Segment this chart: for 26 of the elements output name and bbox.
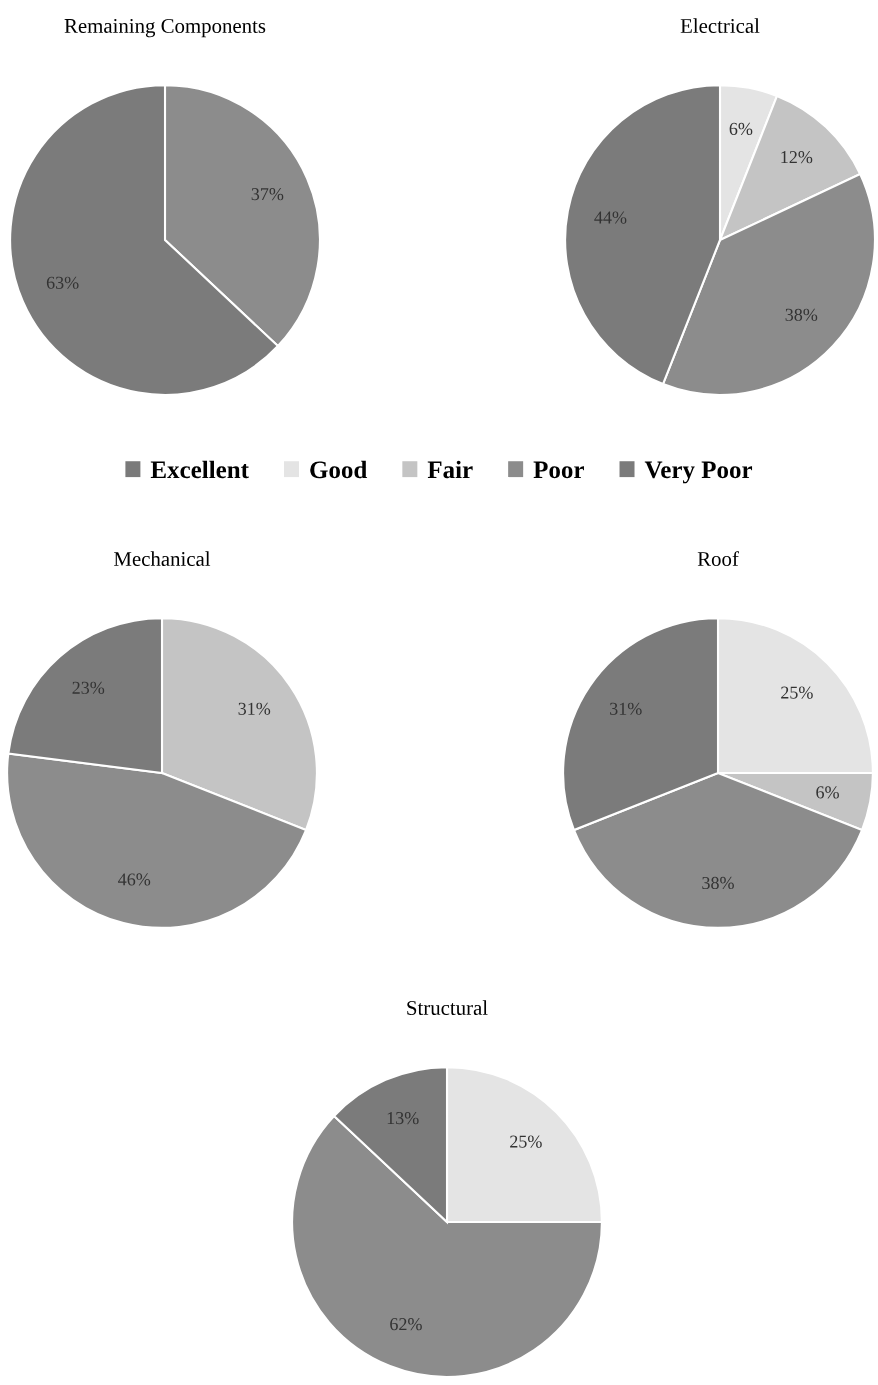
data-label: 38% xyxy=(702,876,734,890)
data-label: 31% xyxy=(238,702,271,715)
data-label: 44% xyxy=(594,211,627,224)
data-label: 12% xyxy=(781,151,813,164)
chart-title: Electrical xyxy=(680,18,760,33)
chart-title: Mechanical xyxy=(114,551,211,566)
data-label: 46% xyxy=(118,873,151,886)
data-label: 6% xyxy=(729,122,753,136)
chart-title: Remaining Components xyxy=(64,18,266,38)
legend-label: Fair xyxy=(427,460,473,479)
legend-label: Very Poor xyxy=(644,461,753,484)
legend-label: Poor xyxy=(533,461,584,479)
data-label: 38% xyxy=(785,308,818,321)
legend-label: Excellent xyxy=(150,460,249,479)
data-label: 31% xyxy=(610,702,642,715)
data-label: 23% xyxy=(72,681,105,694)
legend-label: Good xyxy=(310,460,368,479)
data-label: 62% xyxy=(390,1318,422,1331)
chart-title: Roof xyxy=(697,551,739,566)
data-label: 25% xyxy=(510,1135,542,1148)
data-label: 63% xyxy=(46,276,79,289)
data-label: 37% xyxy=(251,188,284,201)
data-label: 13% xyxy=(387,1111,419,1125)
data-label: 25% xyxy=(781,686,813,699)
chart-title: Structural xyxy=(407,1000,488,1015)
data-label: 6% xyxy=(816,786,839,799)
